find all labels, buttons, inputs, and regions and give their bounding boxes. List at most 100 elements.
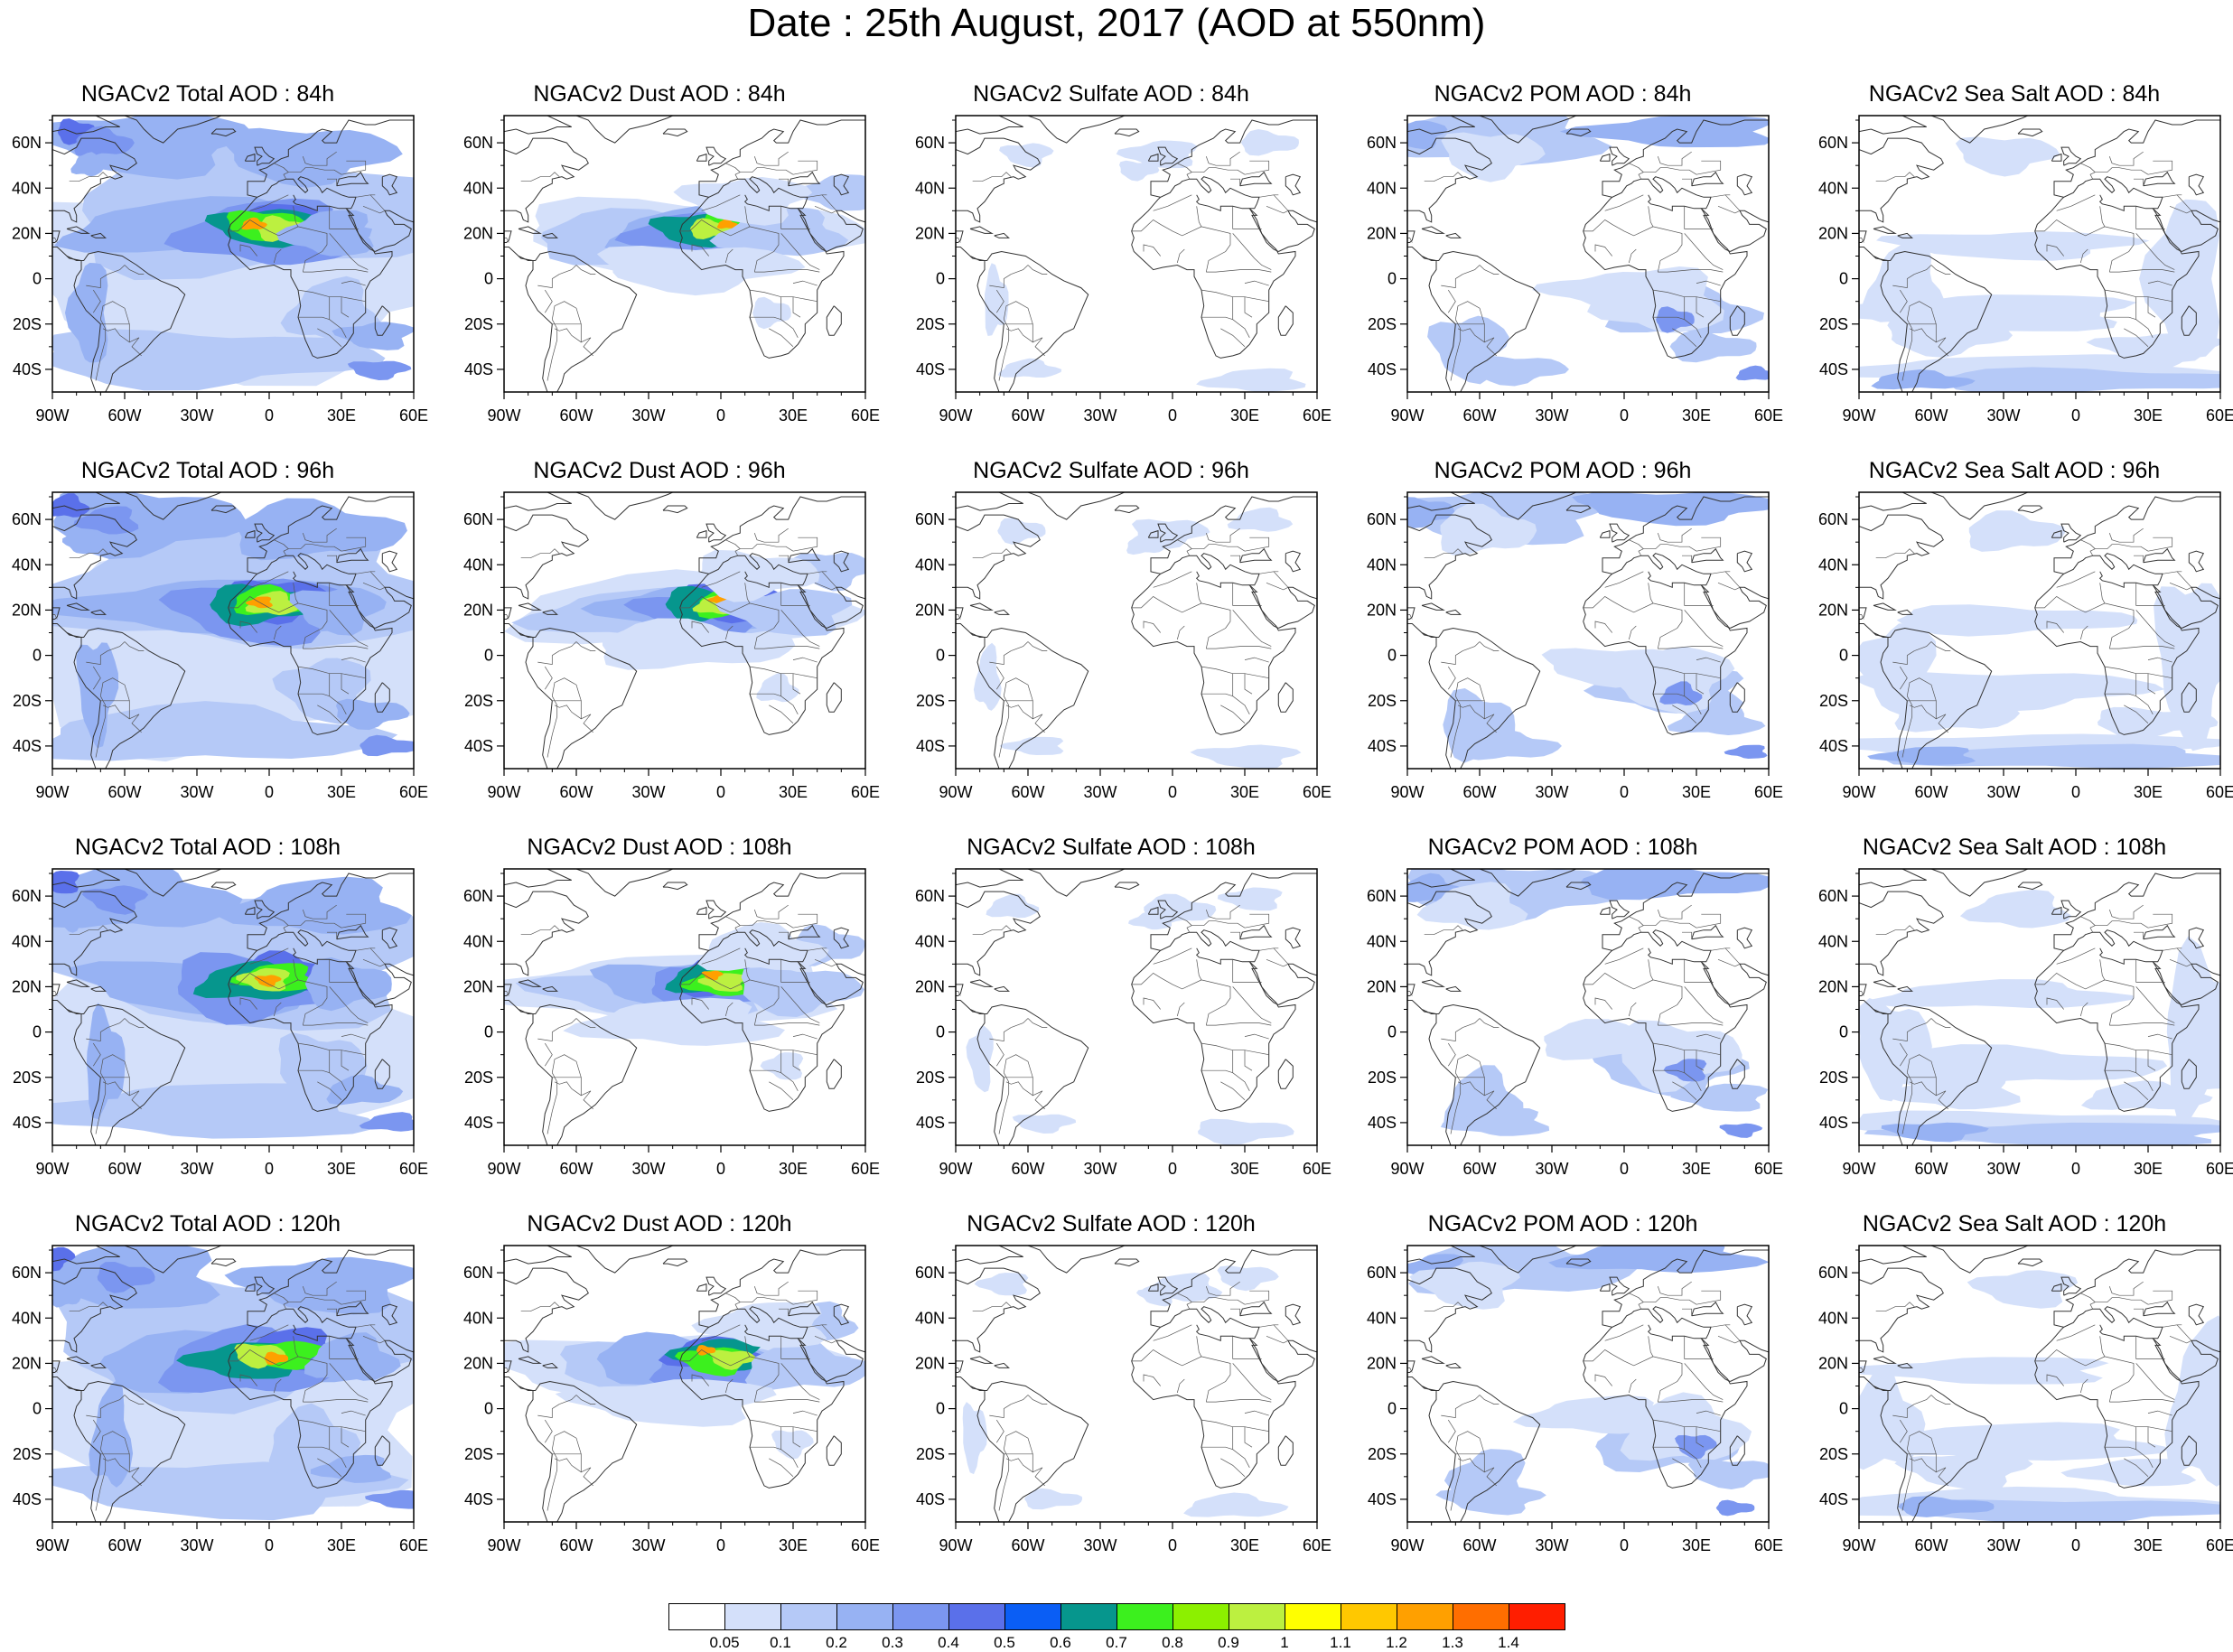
aod-contour [999, 143, 1054, 168]
aod-contour [741, 965, 864, 1017]
coastline [864, 497, 865, 507]
coastline [1114, 505, 1140, 514]
coastline [1285, 927, 1302, 949]
country-border [0, 1336, 35, 1349]
coastline [336, 924, 369, 940]
coastline [52, 247, 101, 392]
aod-contour [2097, 706, 2219, 739]
y-tick-label: 20N [12, 601, 42, 619]
country-border [2095, 1297, 2149, 1305]
country-border [239, 621, 257, 633]
coastline [826, 305, 842, 336]
coastline [1421, 627, 1541, 769]
coastline [228, 949, 258, 999]
country-border [575, 1395, 596, 1405]
country-border [2095, 544, 2149, 552]
coastline [504, 1246, 572, 1265]
country-border [1717, 1335, 1741, 1344]
country-border [1454, 301, 1485, 324]
country-border [2056, 947, 2096, 965]
x-tick-label: 60W [559, 406, 593, 425]
country-border [2034, 1349, 2135, 1403]
coastline [1407, 607, 1415, 620]
coastline [1316, 120, 1317, 130]
country-border [2109, 1399, 2175, 1403]
coastline [2182, 586, 2220, 629]
country-border [792, 296, 801, 318]
country-border [2147, 657, 2172, 663]
country-border [2105, 693, 2154, 714]
coastline [679, 119, 865, 359]
y-tick-label: 0 [936, 270, 945, 288]
colorbar-label: 0.4 [938, 1634, 959, 1651]
coastline [1407, 137, 1492, 223]
aod-contour [1881, 1122, 1989, 1143]
country-border [1648, 959, 1654, 981]
country-border [93, 1042, 101, 1067]
x-tick-label: 60W [1011, 406, 1044, 425]
coastline [52, 869, 120, 888]
country-border [341, 1426, 350, 1448]
panel-title: NGACv2 Sea Salt AOD : 120h [1862, 1211, 2167, 1237]
coastline [1897, 985, 1913, 992]
country-border [102, 1458, 130, 1473]
country-border [2034, 595, 2135, 649]
colorbar-swatch [1229, 1603, 1285, 1630]
coastline [956, 607, 964, 620]
map-frame [51, 115, 415, 393]
aod-contour [1440, 503, 1537, 555]
x-tick-label: 30E [1682, 1160, 1711, 1178]
country-border [1696, 1050, 1705, 1071]
coastline [788, 924, 821, 940]
country-border [1696, 1410, 1721, 1416]
coastline [679, 573, 710, 622]
map-frame [51, 868, 415, 1146]
coastline [827, 586, 865, 629]
map-plot: 90W 60W 30W 0 30E 60E 60N 40N 20N 0 20S 40S [1818, 1245, 2233, 1554]
coastline [1277, 1435, 1294, 1466]
coastline [2098, 194, 2154, 212]
map-frame [1858, 115, 2221, 393]
y-tick-label: 40N [463, 555, 493, 574]
country-border [2135, 959, 2165, 983]
country-border [1907, 700, 1948, 733]
country-border [1424, 925, 1463, 936]
country-border [1672, 328, 1697, 348]
coastline [1583, 196, 1613, 246]
y-tick-label: 60N [463, 1264, 493, 1282]
x-tick-label: 30E [779, 1160, 808, 1178]
y-tick-label: 40N [1367, 555, 1397, 574]
country-border [2135, 1363, 2175, 1400]
panel-title: NGACv2 Total AOD : 120h [74, 1211, 341, 1237]
country-border [1244, 1426, 1253, 1448]
country-border [554, 1458, 582, 1473]
map-frame [1406, 1245, 1770, 1523]
aod-contour [74, 126, 135, 157]
coastline [52, 1000, 101, 1145]
coastline [864, 873, 865, 883]
country-border [744, 583, 751, 604]
coastline [788, 547, 821, 564]
coastline [542, 1362, 558, 1368]
country-border [124, 265, 145, 275]
country-border [52, 991, 58, 996]
country-border [1684, 206, 1714, 229]
country-border [1643, 167, 1697, 175]
x-tick-label: 60W [1011, 783, 1044, 801]
country-border [1143, 621, 1161, 633]
country-border [1003, 1054, 1033, 1078]
country-border [439, 959, 487, 973]
country-border [545, 666, 553, 690]
country-border [249, 571, 289, 588]
country-border [1696, 280, 1721, 286]
coastline [2060, 1276, 2082, 1296]
coastline [1285, 173, 1302, 196]
country-border [2176, 1324, 2192, 1341]
country-border [1244, 657, 1269, 663]
coastline [575, 492, 673, 520]
coastline [2182, 963, 2220, 1005]
country-border [1342, 959, 1390, 973]
aod-contour [52, 701, 398, 761]
coastline [1277, 305, 1294, 336]
country-border [293, 206, 299, 228]
